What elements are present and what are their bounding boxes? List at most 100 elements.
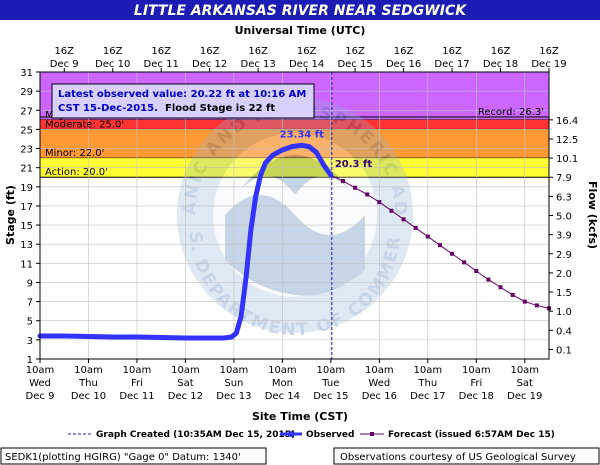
forecast-point [401,217,406,222]
bottom-tick-weekday: Sun [224,378,243,389]
bottom-tick-time: 10am [365,365,394,376]
y-tick-label: 13 [20,240,33,251]
y-tick-label: 7 [27,298,33,309]
top-tick-time: 16Z [442,46,462,57]
forecast-point [389,208,394,213]
y-tick-label: 9 [27,278,33,289]
flood-label-minor: Minor: 22.0' [45,148,104,159]
forecast-point [498,285,503,290]
bottom-tick-date: Dec 15 [313,391,348,402]
bottom-tick-time: 10am [123,365,152,376]
top-tick-time: 16Z [200,46,220,57]
top-tick-time: 16Z [151,46,171,57]
top-tick-time: 16Z [345,46,365,57]
y-tick-label: 27 [20,106,33,117]
legend-created: Graph Created (10:35AM Dec 15, 2015) [96,430,295,440]
bottom-tick-weekday: Wed [368,378,390,389]
top-tick-time: 16Z [297,46,317,57]
bottom-tick-weekday: Fri [470,378,482,389]
flow-tick-label: 10.1 [556,154,578,165]
bottom-tick-time: 10am [317,365,346,376]
info-line-2b: Flood Stage is 22 ft [165,103,275,114]
flow-tick-label: 2.9 [556,250,572,261]
footer-left-box [0,447,267,465]
bottom-tick-date: Dec 13 [216,391,251,402]
forecast-point [353,185,358,190]
bottom-tick-date: Dec 19 [507,391,542,402]
legend-forecast: Forecast (issued 6:57AM Dec 15) [388,430,555,440]
y-tick-label: 19 [20,183,33,194]
forecast-point [486,277,491,282]
flood-label-action: Action: 20.0' [45,167,108,178]
top-tick-date: Dec 9 [50,59,79,70]
flow-tick-label: 16.4 [556,116,578,127]
forecast-point [437,243,442,248]
bottom-tick-weekday: Wed [29,378,51,389]
flow-tick-label: 7.9 [556,173,572,184]
forecast-point [413,225,418,230]
footer-credit: Observations courtesy of US Geological S… [340,452,576,463]
bottom-tick-time: 10am [171,365,200,376]
info-line-2a: CST 15-Dec-2015. [58,103,158,114]
bottom-tick-date: Dec 10 [71,391,106,402]
footer-right-box [333,447,600,465]
top-tick-date: Dec 10 [95,59,130,70]
bottom-tick-weekday: Thu [78,378,98,389]
top-tick-date: Dec 16 [386,59,421,70]
top-tick-date: Dec 15 [337,59,372,70]
top-tick-date: Dec 12 [192,59,227,70]
top-tick-date: Dec 18 [483,59,518,70]
flow-tick-label: 3.9 [556,231,572,242]
top-tick-date: Dec 13 [241,59,276,70]
top-tick-time: 16Z [394,46,414,57]
info-line-1: Latest observed value: 20.22 ft at 10:16… [58,89,306,100]
top-tick-date: Dec 19 [531,59,566,70]
y-tick-label: 23 [20,145,33,156]
forecast-point [534,303,539,308]
flow-tick-label: 5.0 [556,212,572,223]
y-axis-label: Stage (ft) [4,185,17,245]
bottom-tick-date: Dec 17 [410,391,445,402]
bottom-tick-date: Dec 18 [459,391,494,402]
bottom-tick-time: 10am [268,365,297,376]
y-tick-label: 25 [20,125,33,136]
y-tick-label: 11 [20,259,33,270]
top-tick-time: 16Z [54,46,74,57]
footer-datum: SEDK1(plotting HGIRG) "Gage 0" Datum: 13… [5,452,241,463]
flow-tick-label: 1.5 [556,288,572,299]
y-tick-label: 15 [20,221,33,232]
top-tick-date: Dec 17 [434,59,469,70]
forecast-point [474,268,479,273]
forecast-point [340,179,345,184]
top-tick-date: Dec 11 [144,59,179,70]
latest-label: 20.3 ft [335,159,373,170]
flow-tick-label: 0.4 [556,326,572,337]
legend-observed: Observed [306,430,354,440]
top-axis-label: Universal Time (UTC) [235,24,366,37]
bottom-tick-date: Dec 14 [265,391,300,402]
right-axis-ticks: 16.4 12.5 10.1 7.9 6.3 5.0 3.9 2.9 2.0 1.5 1.0 0.4 0… [549,116,578,356]
crest-label: 23.34 ft [280,129,324,140]
forecast-point [462,260,467,265]
title-bar [0,0,600,20]
top-tick-date: Dec 14 [289,59,324,70]
y-tick-label: 31 [20,68,33,79]
bottom-tick-weekday: Tue [321,378,339,389]
y-tick-label: 5 [27,317,33,328]
bottom-tick-date: Dec 12 [168,391,203,402]
top-axis-ticks: 16Z Dec 9 16Z Dec 10 16Z Dec 11 16Z Dec 12 16Z De… [50,46,567,72]
flood-label-moderate: Moderate: 25.0' [45,119,124,130]
flow-tick-label: 12.5 [556,135,578,146]
bottom-tick-time: 10am [462,365,491,376]
legend: Graph Created (10:35AM Dec 15, 2015) Obs… [68,430,555,440]
bottom-tick-date: Dec 9 [26,391,55,402]
flow-tick-label: 6.3 [556,192,572,203]
forecast-point [377,200,382,205]
record-label: Record: 26.3' [478,107,544,118]
bottom-tick-weekday: Sat [177,378,193,389]
y-axis-label-right: Flow (kcfs) [586,181,599,249]
info-box: Latest observed value: 20.22 ft at 10:16… [51,83,315,119]
flood-zone-moderate [40,119,549,130]
bottom-tick-weekday: Sat [517,378,533,389]
